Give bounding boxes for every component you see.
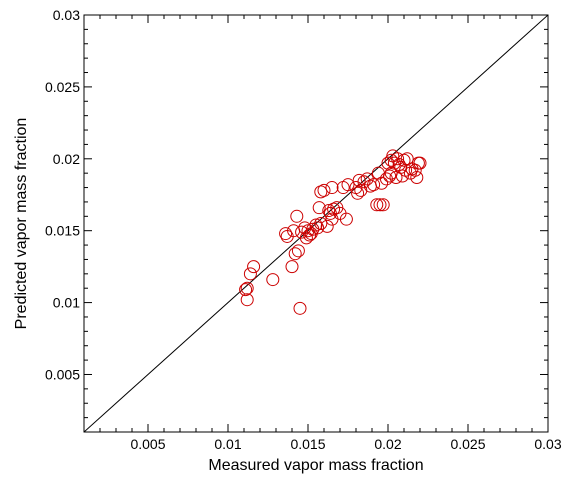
data-point xyxy=(240,281,254,295)
identity-line xyxy=(84,15,548,432)
x-tick-label: 0.025 xyxy=(450,436,485,452)
data-point xyxy=(410,170,424,184)
data-point xyxy=(314,217,328,230)
data-point xyxy=(293,301,307,315)
data-point xyxy=(341,178,355,192)
data-point xyxy=(239,283,253,297)
data-point xyxy=(413,156,427,170)
x-tick-label: 0.015 xyxy=(290,436,325,452)
y-tick-label: 0.015 xyxy=(45,223,80,239)
data-point xyxy=(317,183,331,197)
data-point xyxy=(279,227,293,241)
y-axis-title: Predicted vapor mass fraction xyxy=(13,118,30,330)
data-point xyxy=(288,247,302,261)
x-axis-title: Measured vapor mass fraction xyxy=(208,457,423,474)
y-tick-label: 0.025 xyxy=(45,79,80,95)
data-point xyxy=(325,181,339,195)
y-tick-label: 0.005 xyxy=(45,366,80,382)
data-point xyxy=(408,163,422,177)
plot-frame xyxy=(83,14,549,433)
data-point xyxy=(320,219,334,233)
data-point xyxy=(285,260,299,274)
data-point xyxy=(247,260,261,274)
y-tick-label: 0.01 xyxy=(53,295,80,311)
data-point xyxy=(339,212,353,226)
data-point xyxy=(373,198,387,212)
data-point xyxy=(391,152,405,166)
data-point xyxy=(387,156,401,170)
data-point xyxy=(291,244,305,258)
x-tick-label: 0.01 xyxy=(214,436,241,452)
y-tick-label: 0.02 xyxy=(53,151,80,167)
data-point xyxy=(311,221,325,235)
data-point xyxy=(367,178,381,192)
data-point xyxy=(309,218,323,232)
data-point xyxy=(351,186,365,200)
data-point xyxy=(376,198,390,212)
data-point xyxy=(243,267,257,281)
data-point xyxy=(370,198,384,212)
data-point xyxy=(375,176,389,190)
x-tick-label: 0.03 xyxy=(534,436,561,452)
y-tick-label: 0.03 xyxy=(53,7,80,23)
data-point xyxy=(357,175,371,189)
x-tick-label: 0.005 xyxy=(130,436,165,452)
data-point xyxy=(266,273,280,287)
data-point xyxy=(312,201,326,215)
x-tick-label: 0.02 xyxy=(374,436,401,452)
data-point xyxy=(383,169,397,183)
data-point xyxy=(352,173,366,187)
data-point xyxy=(290,209,304,223)
data-point xyxy=(299,231,313,245)
